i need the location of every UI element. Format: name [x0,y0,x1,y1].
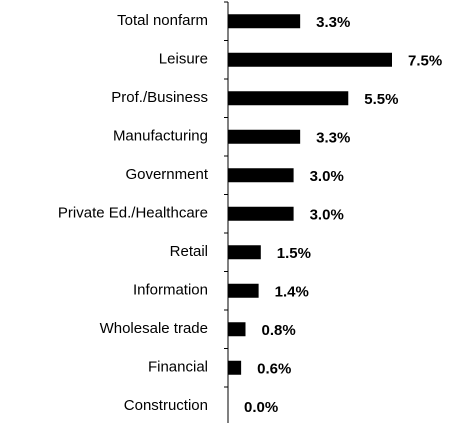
bar [228,168,294,183]
category-label: Retail [170,243,208,260]
data-label: 1.4% [275,284,309,301]
bar [228,14,301,29]
data-label: 3.3% [316,130,350,147]
category-label: Financial [148,359,208,376]
category-label: Prof./Business [111,89,208,106]
category-label: Private Ed./Healthcare [58,205,208,222]
bar [228,322,246,337]
bar [228,91,349,106]
data-label: 0.8% [261,322,295,339]
category-label: Manufacturing [113,128,208,145]
data-label: 5.5% [364,91,398,108]
data-label: 3.0% [310,207,344,224]
category-label: Wholesale trade [100,320,208,337]
bar [228,129,301,144]
data-label: 3.0% [310,168,344,185]
bar [228,206,294,221]
data-label: 1.5% [277,245,311,262]
bar [228,52,392,67]
data-label: 7.5% [408,53,442,70]
data-label: 3.3% [316,14,350,31]
category-label: Information [133,282,208,299]
category-label: Leisure [159,51,208,68]
bar [228,360,242,375]
data-label: 0.0% [244,399,278,416]
bar [228,283,259,298]
category-label: Total nonfarm [117,12,208,29]
category-label: Construction [124,397,208,414]
data-label: 0.6% [257,361,291,378]
category-label: Government [125,166,208,183]
bar [228,245,261,260]
